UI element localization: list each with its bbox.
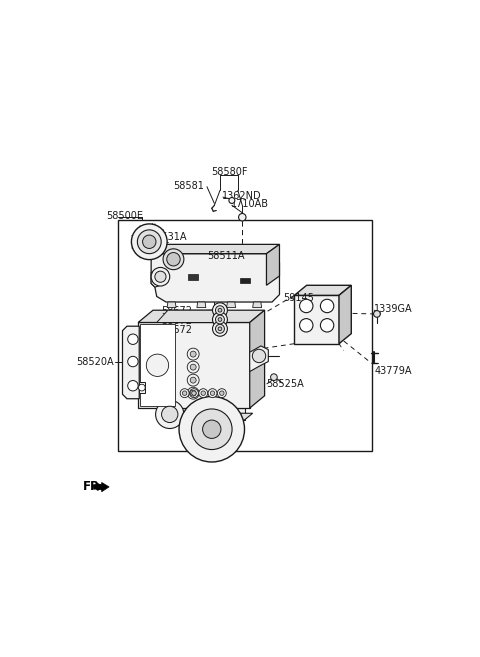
Polygon shape xyxy=(151,272,160,287)
Circle shape xyxy=(179,397,244,462)
Circle shape xyxy=(182,391,187,396)
Circle shape xyxy=(180,389,189,397)
Circle shape xyxy=(187,387,199,399)
Text: 58525A: 58525A xyxy=(266,379,304,389)
Circle shape xyxy=(199,389,208,397)
Circle shape xyxy=(162,406,178,422)
Circle shape xyxy=(190,364,196,370)
Polygon shape xyxy=(122,327,139,399)
Circle shape xyxy=(156,400,184,428)
Polygon shape xyxy=(266,244,279,285)
Polygon shape xyxy=(179,408,244,420)
Polygon shape xyxy=(250,310,264,408)
Circle shape xyxy=(139,384,145,391)
Text: FR.: FR. xyxy=(83,480,105,493)
Circle shape xyxy=(210,391,215,396)
Circle shape xyxy=(321,319,334,332)
Polygon shape xyxy=(151,244,279,254)
Circle shape xyxy=(208,389,217,397)
Circle shape xyxy=(216,325,225,333)
Circle shape xyxy=(128,334,138,344)
Circle shape xyxy=(201,391,205,396)
Text: 58672: 58672 xyxy=(161,315,192,326)
Circle shape xyxy=(128,356,138,367)
Polygon shape xyxy=(252,302,262,307)
Polygon shape xyxy=(188,274,198,280)
Text: 58500E: 58500E xyxy=(107,212,144,221)
Bar xyxy=(140,325,175,406)
Circle shape xyxy=(190,377,196,383)
Circle shape xyxy=(187,374,199,386)
Text: 59145: 59145 xyxy=(283,292,314,303)
Circle shape xyxy=(217,389,226,397)
Circle shape xyxy=(218,308,222,312)
Circle shape xyxy=(300,319,313,332)
Bar xyxy=(118,220,372,451)
Circle shape xyxy=(190,351,196,357)
Circle shape xyxy=(187,361,199,373)
Circle shape xyxy=(167,252,180,266)
Circle shape xyxy=(229,198,235,204)
Polygon shape xyxy=(151,254,279,302)
Polygon shape xyxy=(167,302,176,307)
Circle shape xyxy=(203,420,221,438)
Circle shape xyxy=(192,391,196,396)
Circle shape xyxy=(213,312,228,327)
Polygon shape xyxy=(138,310,264,323)
Bar xyxy=(138,323,250,408)
Text: 58581: 58581 xyxy=(173,181,204,191)
Text: 1710AB: 1710AB xyxy=(231,199,269,209)
Circle shape xyxy=(271,374,277,380)
Text: 58672: 58672 xyxy=(161,325,192,335)
Text: 43779A: 43779A xyxy=(374,366,412,376)
Text: 1339GA: 1339GA xyxy=(374,304,413,315)
Polygon shape xyxy=(139,382,145,393)
Text: 58672: 58672 xyxy=(161,306,192,316)
Polygon shape xyxy=(339,285,351,344)
Circle shape xyxy=(190,389,198,397)
Circle shape xyxy=(190,390,196,396)
Circle shape xyxy=(373,311,380,317)
Polygon shape xyxy=(294,285,351,296)
Circle shape xyxy=(321,300,334,313)
Circle shape xyxy=(137,230,161,254)
Text: 58520A: 58520A xyxy=(76,357,114,367)
Polygon shape xyxy=(156,310,224,323)
Circle shape xyxy=(219,391,224,396)
Circle shape xyxy=(216,306,225,315)
Circle shape xyxy=(213,321,228,336)
Circle shape xyxy=(252,350,266,363)
Circle shape xyxy=(218,327,222,330)
Text: 58531A: 58531A xyxy=(149,233,187,242)
Text: 1362ND: 1362ND xyxy=(222,191,262,201)
Text: 58580F: 58580F xyxy=(211,167,248,177)
Bar xyxy=(294,296,339,344)
Circle shape xyxy=(143,235,156,248)
Circle shape xyxy=(128,380,138,391)
Polygon shape xyxy=(240,278,250,283)
Circle shape xyxy=(132,224,167,260)
Circle shape xyxy=(163,249,184,269)
Circle shape xyxy=(187,348,199,360)
Circle shape xyxy=(192,409,232,449)
Circle shape xyxy=(218,317,222,321)
Circle shape xyxy=(155,271,166,283)
Circle shape xyxy=(146,354,168,376)
Polygon shape xyxy=(179,413,252,420)
Circle shape xyxy=(151,267,170,286)
Polygon shape xyxy=(227,302,236,307)
Polygon shape xyxy=(197,302,206,307)
Circle shape xyxy=(300,300,313,313)
Circle shape xyxy=(213,303,228,317)
Polygon shape xyxy=(250,346,268,372)
Circle shape xyxy=(239,214,246,221)
Circle shape xyxy=(216,315,225,324)
Text: 58511A: 58511A xyxy=(207,251,244,261)
Polygon shape xyxy=(94,482,109,491)
